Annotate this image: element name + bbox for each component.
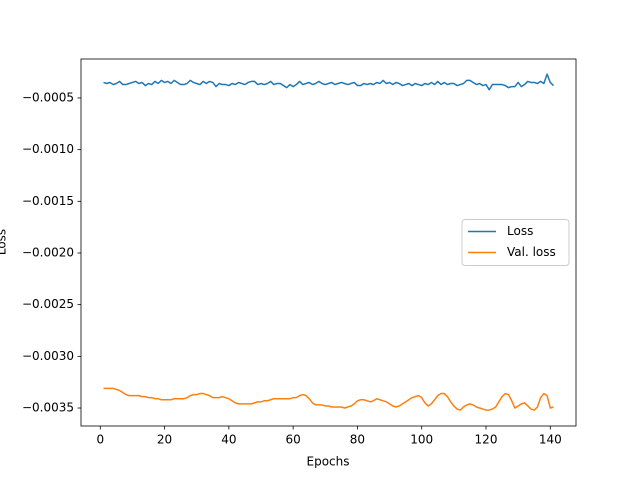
x-axis-label: Epochs [307, 455, 350, 469]
legend-label: Loss [507, 224, 533, 238]
y-tick-label: −0.0005 [22, 90, 74, 104]
data-line [103, 387, 554, 411]
x-tick-label: 40 [221, 433, 236, 447]
data-line [103, 73, 555, 91]
x-tick-label: 140 [539, 433, 562, 447]
y-tick-label: −0.0035 [22, 401, 74, 415]
x-tick-label: 20 [157, 433, 172, 447]
x-tick-label: 100 [410, 433, 433, 447]
x-tick-label: 80 [350, 433, 365, 447]
y-axis-label: Loss [0, 229, 9, 255]
y-tick-label: −0.0020 [22, 245, 74, 259]
x-tick-label: 0 [96, 433, 104, 447]
x-tick-label: 120 [475, 433, 498, 447]
y-tick-label: −0.0010 [22, 142, 74, 156]
legend: Loss Val. loss [461, 219, 570, 266]
y-tick-label: −0.0025 [22, 297, 74, 311]
y-tick-label: −0.0030 [22, 349, 74, 363]
axes-frame [80, 58, 577, 427]
x-tick-label: 60 [286, 433, 301, 447]
legend-label: Val. loss [507, 245, 556, 259]
y-tick-label: −0.0015 [22, 194, 74, 208]
